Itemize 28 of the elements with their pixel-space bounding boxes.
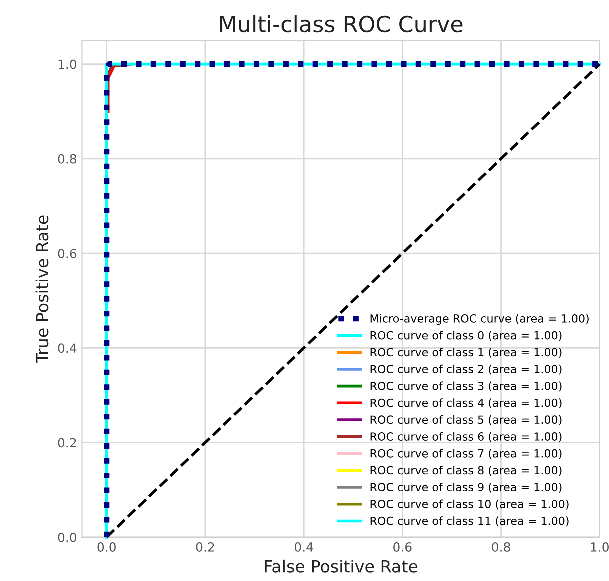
legend-label: ROC curve of class 2 (area = 1.00) (370, 364, 562, 375)
x-tick-label: 0.2 (196, 542, 214, 552)
chart-title: Multi-class ROC Curve (220, 15, 463, 33)
x-tick-label: 1.0 (591, 542, 609, 552)
x-tick-label: 0.0 (98, 542, 116, 552)
legend-label: ROC curve of class 9 (area = 1.00) (370, 482, 562, 493)
legend-label: ROC curve of class 1 (area = 1.00) (370, 348, 562, 358)
y-axis-title: True Positive Rate (36, 216, 49, 364)
legend-label: ROC curve of class 8 (area = 1.00) (370, 466, 562, 476)
x-tick-label: 0.4 (294, 542, 314, 552)
y-tick-label: 0.2 (58, 438, 76, 448)
legend-label: ROC curve of class 11 (area = 1.00) (370, 516, 569, 527)
y-tick-label: 1.0 (58, 60, 77, 70)
legend-label: ROC curve of class 5 (area = 1.00) (370, 415, 562, 426)
legend-label: ROC curve of class 10 (area = 1.00) (370, 500, 569, 510)
legend-label: ROC curve of class 7 (area = 1.00) (370, 449, 562, 460)
x-tick-label: 0.6 (394, 542, 412, 552)
y-tick-label: 0.6 (58, 249, 77, 258)
legend-label: ROC curve of class 4 (area = 1.00) (370, 398, 562, 409)
legend-label: ROC curve of class 3 (area = 1.00) (370, 382, 562, 392)
legend-label: Micro-average ROC curve (area = 1.00) (370, 314, 589, 326)
legend-label: ROC curve of class 0 (area = 1.00) (370, 331, 562, 342)
y-tick-label: 0.0 (58, 532, 77, 542)
legend-label: ROC curve of class 6 (area = 1.00) (370, 432, 562, 442)
x-axis-title: False Positive Rate (265, 560, 418, 573)
x-tick-label: 0.8 (492, 542, 510, 552)
y-tick-label: 0.8 (58, 154, 76, 164)
y-tick-label: 0.4 (58, 344, 77, 354)
